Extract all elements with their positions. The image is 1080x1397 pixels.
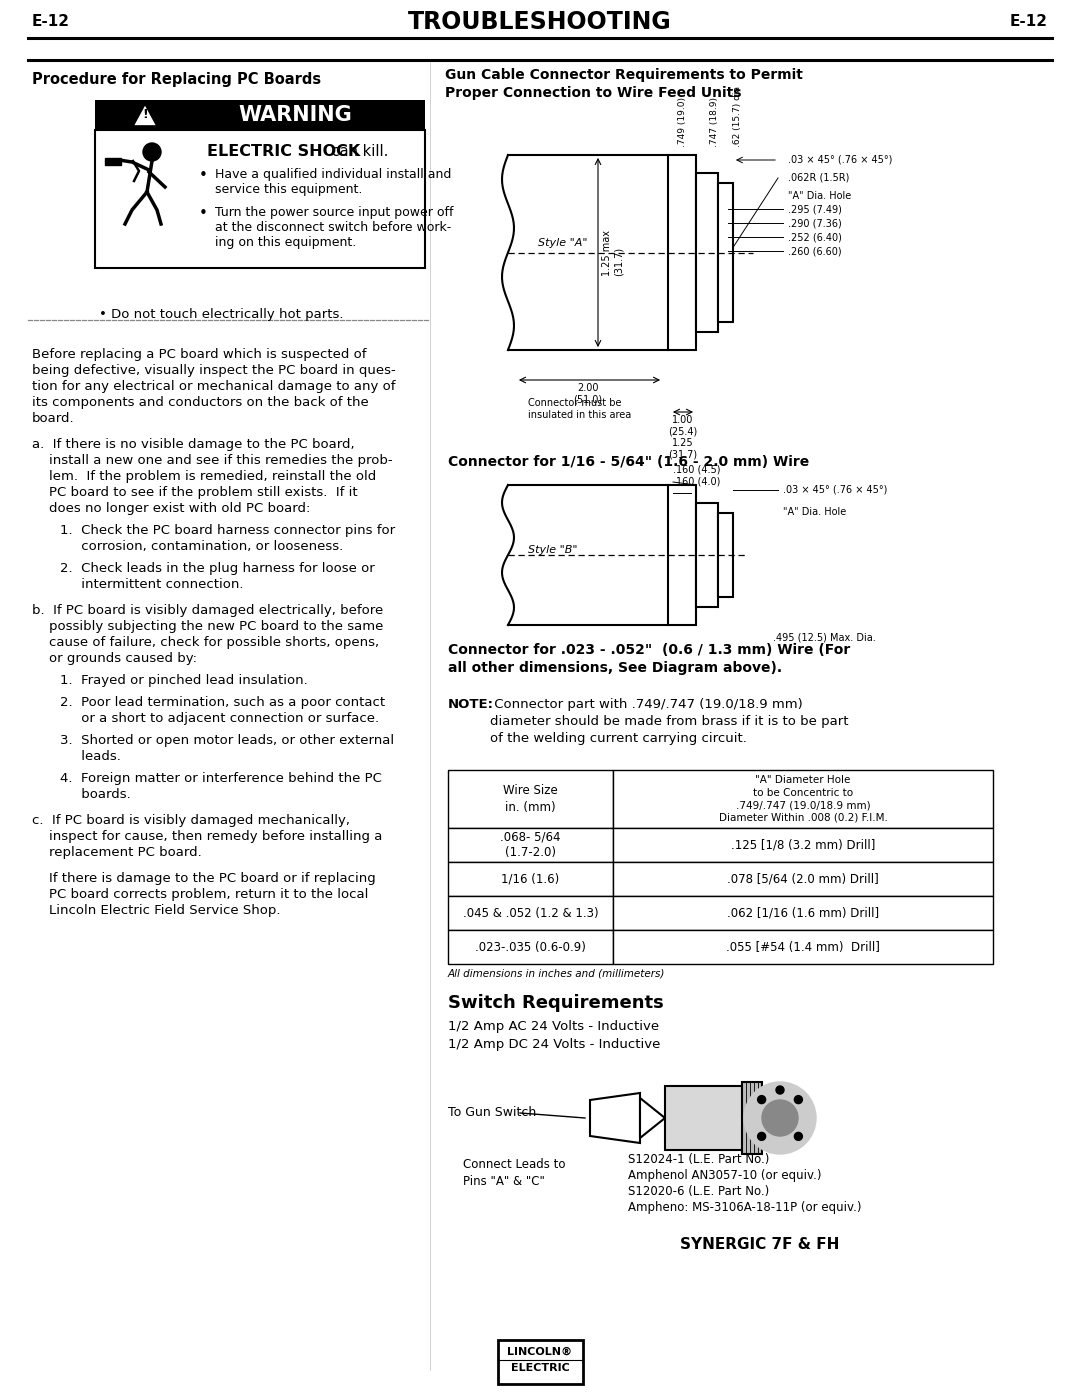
- Text: NOTE:: NOTE:: [448, 698, 494, 711]
- Text: .160 (4.0): .160 (4.0): [673, 476, 720, 488]
- Text: 2.  Check leads in the plug harness for loose or: 2. Check leads in the plug harness for l…: [60, 562, 375, 576]
- Text: leads.: leads.: [60, 750, 121, 763]
- Bar: [613, 930, 993, 964]
- Text: 1.  Frayed or pinched lead insulation.: 1. Frayed or pinched lead insulation.: [60, 673, 308, 687]
- Bar: [95, 130, 426, 268]
- Bar: [613, 770, 993, 828]
- Text: •: •: [199, 168, 207, 183]
- Bar: [448, 828, 613, 862]
- Bar: [95, 101, 426, 130]
- Text: board.: board.: [32, 412, 75, 425]
- Text: does no longer exist with old PC board:: does no longer exist with old PC board:: [32, 502, 310, 515]
- Text: possibly subjecting the new PC board to the same: possibly subjecting the new PC board to …: [32, 620, 383, 633]
- Text: Have a qualified individual install and: Have a qualified individual install and: [215, 168, 451, 182]
- Text: a.  If there is no visible damage to the PC board,: a. If there is no visible damage to the …: [32, 439, 354, 451]
- Text: "A" Dia. Hole: "A" Dia. Hole: [783, 507, 847, 517]
- Text: .045 & .052 (1.2 & 1.3): .045 & .052 (1.2 & 1.3): [462, 907, 598, 919]
- Text: Connector for 1/16 - 5/64" (1.6 - 2.0 mm) Wire: Connector for 1/16 - 5/64" (1.6 - 2.0 mm…: [448, 455, 809, 469]
- Text: 1.  Check the PC board harness connector pins for: 1. Check the PC board harness connector …: [60, 524, 395, 536]
- Text: or grounds caused by:: or grounds caused by:: [32, 652, 197, 665]
- Text: .062R (1.5R): .062R (1.5R): [788, 173, 849, 183]
- Text: ELECTRIC: ELECTRIC: [511, 1363, 569, 1373]
- Text: PC board to see if the problem still exists.  If it: PC board to see if the problem still exi…: [32, 486, 357, 499]
- Bar: [498, 1340, 582, 1384]
- Text: .749 (19.0): .749 (19.0): [677, 96, 687, 147]
- Text: install a new one and see if this remedies the prob-: install a new one and see if this remedi…: [32, 454, 393, 467]
- Text: .125 [1/8 (3.2 mm) Drill]: .125 [1/8 (3.2 mm) Drill]: [731, 838, 875, 852]
- Text: .290 (7.36): .290 (7.36): [788, 218, 841, 228]
- Text: Connector part with .749/.747 (19.0/18.9 mm)
diameter should be made from brass : Connector part with .749/.747 (19.0/18.9…: [490, 698, 849, 745]
- Text: 1/16 (1.6): 1/16 (1.6): [501, 873, 559, 886]
- Text: being defective, visually inspect the PC board in ques-: being defective, visually inspect the PC…: [32, 365, 395, 377]
- Text: Connect Leads to
Pins "A" & "C": Connect Leads to Pins "A" & "C": [463, 1158, 566, 1187]
- Text: at the disconnect switch before work-: at the disconnect switch before work-: [215, 221, 451, 235]
- Bar: [448, 862, 613, 895]
- Bar: [718, 183, 733, 321]
- Text: can kill.: can kill.: [327, 144, 389, 159]
- Text: .252 (6.40): .252 (6.40): [788, 232, 842, 242]
- Text: its components and conductors on the back of the: its components and conductors on the bac…: [32, 395, 368, 409]
- Text: replacement PC board.: replacement PC board.: [32, 847, 202, 859]
- Text: .055 [#54 (1.4 mm)  Drill]: .055 [#54 (1.4 mm) Drill]: [726, 940, 880, 954]
- Text: or a short to adjacent connection or surface.: or a short to adjacent connection or sur…: [60, 712, 379, 725]
- Text: Procedure for Replacing PC Boards: Procedure for Replacing PC Boards: [32, 73, 321, 87]
- Circle shape: [762, 1099, 798, 1136]
- Text: .062 [1/16 (1.6 mm) Drill]: .062 [1/16 (1.6 mm) Drill]: [727, 907, 879, 919]
- Text: PC board corrects problem, return it to the local: PC board corrects problem, return it to …: [32, 888, 368, 901]
- Text: boards.: boards.: [60, 788, 131, 800]
- Bar: [613, 862, 993, 895]
- Text: .295 (7.49): .295 (7.49): [788, 204, 842, 214]
- Polygon shape: [133, 103, 157, 126]
- Text: Wire Size
in. (mm): Wire Size in. (mm): [503, 785, 558, 813]
- Bar: [613, 828, 993, 862]
- Text: Lincoln Electric Field Service Shop.: Lincoln Electric Field Service Shop.: [32, 904, 281, 916]
- Polygon shape: [640, 1098, 665, 1139]
- Text: lem.  If the problem is remedied, reinstall the old: lem. If the problem is remedied, reinsta…: [32, 469, 376, 483]
- Text: all other dimensions, See Diagram above).: all other dimensions, See Diagram above)…: [448, 661, 782, 675]
- Circle shape: [795, 1133, 802, 1140]
- Text: .260 (6.60): .260 (6.60): [788, 246, 841, 256]
- Text: .068- 5/64
(1.7-2.0): .068- 5/64 (1.7-2.0): [500, 831, 561, 859]
- Text: Gun Cable Connector Requirements to Permit
Proper Connection to Wire Feed Units: Gun Cable Connector Requirements to Perm…: [445, 68, 802, 99]
- Circle shape: [143, 142, 161, 161]
- Text: Style "A": Style "A": [538, 237, 588, 247]
- Text: 3.  Shorted or open motor leads, or other external: 3. Shorted or open motor leads, or other…: [60, 733, 394, 747]
- Bar: [669, 485, 696, 624]
- Text: If there is damage to the PC board or if replacing: If there is damage to the PC board or if…: [32, 872, 376, 886]
- Text: tion for any electrical or mechanical damage to any of: tion for any electrical or mechanical da…: [32, 380, 395, 393]
- Text: b.  If PC board is visibly damaged electrically, before: b. If PC board is visibly damaged electr…: [32, 604, 383, 617]
- Text: .62 (15.7) dia: .62 (15.7) dia: [733, 87, 742, 147]
- Polygon shape: [590, 1092, 640, 1143]
- Text: Before replacing a PC board which is suspected of: Before replacing a PC board which is sus…: [32, 348, 366, 360]
- Bar: [613, 895, 993, 930]
- Bar: [448, 930, 613, 964]
- Text: inspect for cause, then remedy before installing a: inspect for cause, then remedy before in…: [32, 830, 382, 842]
- Bar: [105, 158, 121, 165]
- Text: corrosion, contamination, or looseness.: corrosion, contamination, or looseness.: [60, 541, 343, 553]
- Text: Switch Requirements: Switch Requirements: [448, 995, 664, 1011]
- Text: .495 (12.5) Max. Dia.: .495 (12.5) Max. Dia.: [773, 633, 876, 643]
- Bar: [448, 895, 613, 930]
- Text: .078 [5/64 (2.0 mm) Drill]: .078 [5/64 (2.0 mm) Drill]: [727, 873, 879, 886]
- Text: All dimensions in inches and (millimeters): All dimensions in inches and (millimeter…: [448, 970, 665, 979]
- Circle shape: [795, 1095, 802, 1104]
- Text: LINCOLN®: LINCOLN®: [508, 1347, 572, 1356]
- Text: !: !: [143, 109, 148, 122]
- Text: 1.00
(25.4)
1.25
(31.7): 1.00 (25.4) 1.25 (31.7): [669, 415, 698, 460]
- Circle shape: [744, 1083, 816, 1154]
- Text: Connector must be
insulated in this area: Connector must be insulated in this area: [528, 398, 631, 419]
- Text: Amphenol AN3057-10 (or equiv.): Amphenol AN3057-10 (or equiv.): [627, 1169, 822, 1182]
- Bar: [665, 1085, 745, 1150]
- Text: • Do not touch electrically hot parts.: • Do not touch electrically hot parts.: [99, 307, 343, 321]
- Text: TROUBLESHOOTING: TROUBLESHOOTING: [408, 10, 672, 34]
- Text: "A" Dia. Hole: "A" Dia. Hole: [788, 191, 851, 201]
- Text: c.  If PC board is visibly damaged mechanically,: c. If PC board is visibly damaged mechan…: [32, 814, 350, 827]
- Bar: [718, 513, 733, 597]
- Text: ELECTRIC SHOCK: ELECTRIC SHOCK: [207, 144, 361, 159]
- Text: 1/2 Amp AC 24 Volts - Inductive: 1/2 Amp AC 24 Volts - Inductive: [448, 1020, 659, 1032]
- Text: ing on this equipment.: ing on this equipment.: [215, 236, 356, 249]
- Text: .03 × 45° (.76 × 45°): .03 × 45° (.76 × 45°): [783, 485, 888, 495]
- Text: 1.25 max
(31.7): 1.25 max (31.7): [602, 229, 623, 275]
- Text: WARNING: WARNING: [238, 105, 352, 124]
- Text: .023-.035 (0.6-0.9): .023-.035 (0.6-0.9): [475, 940, 586, 954]
